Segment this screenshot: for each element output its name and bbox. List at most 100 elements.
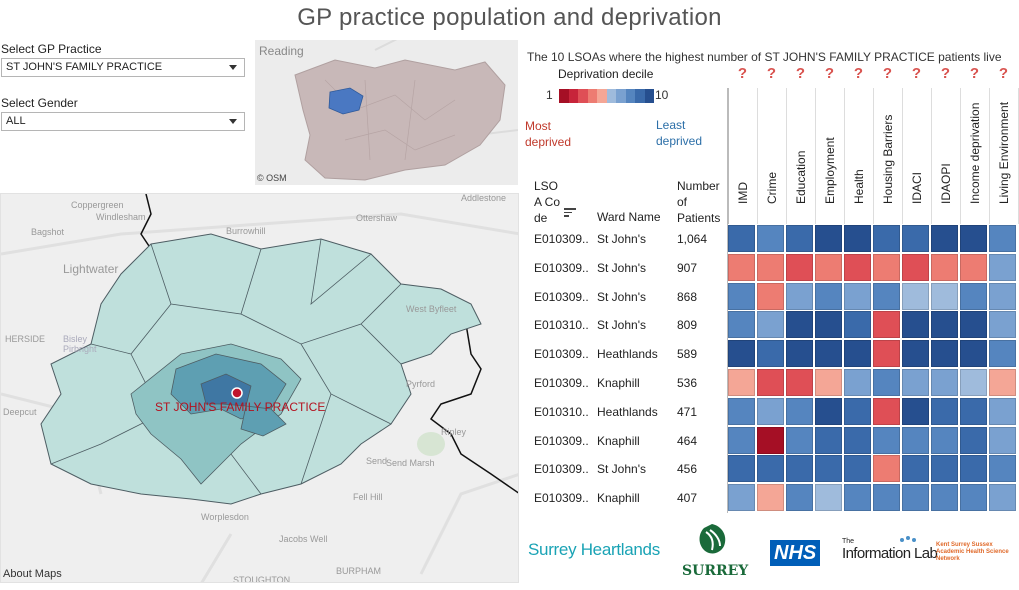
decile-cell[interactable] [873, 282, 900, 310]
decile-cell[interactable] [931, 311, 958, 339]
decile-cell[interactable] [786, 369, 813, 396]
table-row[interactable]: E010309.. St John's 1,064 [534, 225, 1016, 254]
decile-cell[interactable] [728, 253, 755, 281]
decile-cell[interactable] [873, 369, 900, 396]
table-row[interactable]: E010309.. St John's 456 [534, 455, 1016, 484]
decile-cell[interactable] [873, 455, 900, 483]
decile-cell[interactable] [873, 311, 900, 339]
domain-header[interactable]: Income deprivation [961, 88, 990, 224]
decile-cell[interactable] [844, 311, 871, 339]
decile-cell[interactable] [815, 369, 842, 396]
decile-cell[interactable] [873, 253, 900, 281]
decile-cell[interactable] [844, 225, 871, 252]
help-icon[interactable]: ? [969, 65, 980, 82]
decile-cell[interactable] [786, 225, 813, 252]
domain-header[interactable]: IMD [729, 88, 758, 224]
decile-cell[interactable] [757, 484, 784, 512]
decile-cell[interactable] [757, 282, 784, 310]
decile-cell[interactable] [902, 225, 929, 252]
help-icon[interactable]: ? [795, 65, 806, 82]
decile-cell[interactable] [989, 455, 1016, 483]
decile-cell[interactable] [815, 253, 842, 281]
decile-cell[interactable] [931, 369, 958, 396]
decile-cell[interactable] [989, 225, 1016, 252]
help-icon[interactable]: ? [911, 65, 922, 82]
decile-cell[interactable] [873, 426, 900, 454]
sort-icon[interactable] [564, 208, 576, 218]
help-icon[interactable]: ? [853, 65, 864, 82]
decile-cell[interactable] [786, 253, 813, 281]
table-row[interactable]: E010309.. St John's 868 [534, 282, 1016, 312]
decile-cell[interactable] [902, 426, 929, 454]
decile-cell[interactable] [989, 397, 1016, 425]
decile-cell[interactable] [989, 426, 1016, 454]
locator-map[interactable]: Reading © OSM [255, 40, 518, 185]
decile-cell[interactable] [786, 455, 813, 483]
decile-cell[interactable] [728, 397, 755, 425]
practice-select[interactable]: ST JOHN'S FAMILY PRACTICE [1, 58, 245, 77]
domain-header[interactable]: IDACI [903, 88, 932, 224]
decile-cell[interactable] [931, 282, 958, 310]
help-icon[interactable]: ? [882, 65, 893, 82]
decile-cell[interactable] [873, 340, 900, 368]
ward-header[interactable]: Ward Name [597, 210, 661, 224]
domain-header[interactable]: Health [845, 88, 874, 224]
decile-cell[interactable] [844, 282, 871, 310]
decile-cell[interactable] [757, 225, 784, 252]
decile-cell[interactable] [815, 397, 842, 425]
decile-cell[interactable] [960, 397, 987, 425]
decile-cell[interactable] [960, 455, 987, 483]
decile-cell[interactable] [873, 397, 900, 425]
decile-cell[interactable] [960, 253, 987, 281]
table-row[interactable]: E010309.. Heathlands 589 [534, 340, 1016, 369]
decile-cell[interactable] [902, 369, 929, 396]
decile-cell[interactable] [815, 455, 842, 483]
decile-cell[interactable] [815, 225, 842, 252]
decile-cell[interactable] [786, 397, 813, 425]
decile-cell[interactable] [728, 225, 755, 252]
decile-cell[interactable] [902, 253, 929, 281]
decile-cell[interactable] [757, 455, 784, 483]
decile-cell[interactable] [844, 484, 871, 512]
table-row[interactable]: E010310.. Heathlands 471 [534, 397, 1016, 427]
decile-cell[interactable] [902, 340, 929, 368]
domain-header[interactable]: IDAOPI [932, 88, 961, 224]
decile-cell[interactable] [960, 426, 987, 454]
help-icon[interactable]: ? [940, 65, 951, 82]
practice-marker[interactable] [231, 387, 243, 399]
decile-cell[interactable] [728, 455, 755, 483]
decile-cell[interactable] [989, 369, 1016, 396]
decile-cell[interactable] [786, 340, 813, 368]
decile-cell[interactable] [902, 397, 929, 425]
decile-cell[interactable] [844, 426, 871, 454]
decile-cell[interactable] [902, 455, 929, 483]
decile-cell[interactable] [757, 340, 784, 368]
decile-cell[interactable] [757, 426, 784, 454]
help-icon[interactable]: ? [998, 65, 1009, 82]
decile-cell[interactable] [757, 253, 784, 281]
table-row[interactable]: E010309.. Knaphill 536 [534, 369, 1016, 398]
decile-cell[interactable] [815, 484, 842, 512]
decile-cell[interactable] [815, 340, 842, 368]
help-icon[interactable]: ? [737, 65, 748, 82]
domain-header[interactable]: Crime [758, 88, 787, 224]
table-row[interactable]: E010309.. St John's 907 [534, 253, 1016, 283]
decile-cell[interactable] [728, 340, 755, 368]
decile-cell[interactable] [960, 484, 987, 512]
decile-cell[interactable] [786, 311, 813, 339]
decile-cell[interactable] [989, 484, 1016, 512]
decile-cell[interactable] [931, 340, 958, 368]
main-map[interactable]: Addlestone Coppergreen Windlesham Bagsho… [0, 193, 519, 583]
table-row[interactable]: E010309.. Knaphill 464 [534, 426, 1016, 456]
about-maps-link[interactable]: About Maps [3, 568, 62, 580]
decile-cell[interactable] [844, 253, 871, 281]
help-icon[interactable]: ? [766, 65, 777, 82]
table-row[interactable]: E010309.. Knaphill 407 [534, 484, 1016, 513]
decile-cell[interactable] [902, 484, 929, 512]
decile-cell[interactable] [902, 282, 929, 310]
decile-cell[interactable] [786, 282, 813, 310]
decile-cell[interactable] [757, 397, 784, 425]
decile-cell[interactable] [757, 311, 784, 339]
decile-cell[interactable] [960, 311, 987, 339]
decile-cell[interactable] [815, 311, 842, 339]
